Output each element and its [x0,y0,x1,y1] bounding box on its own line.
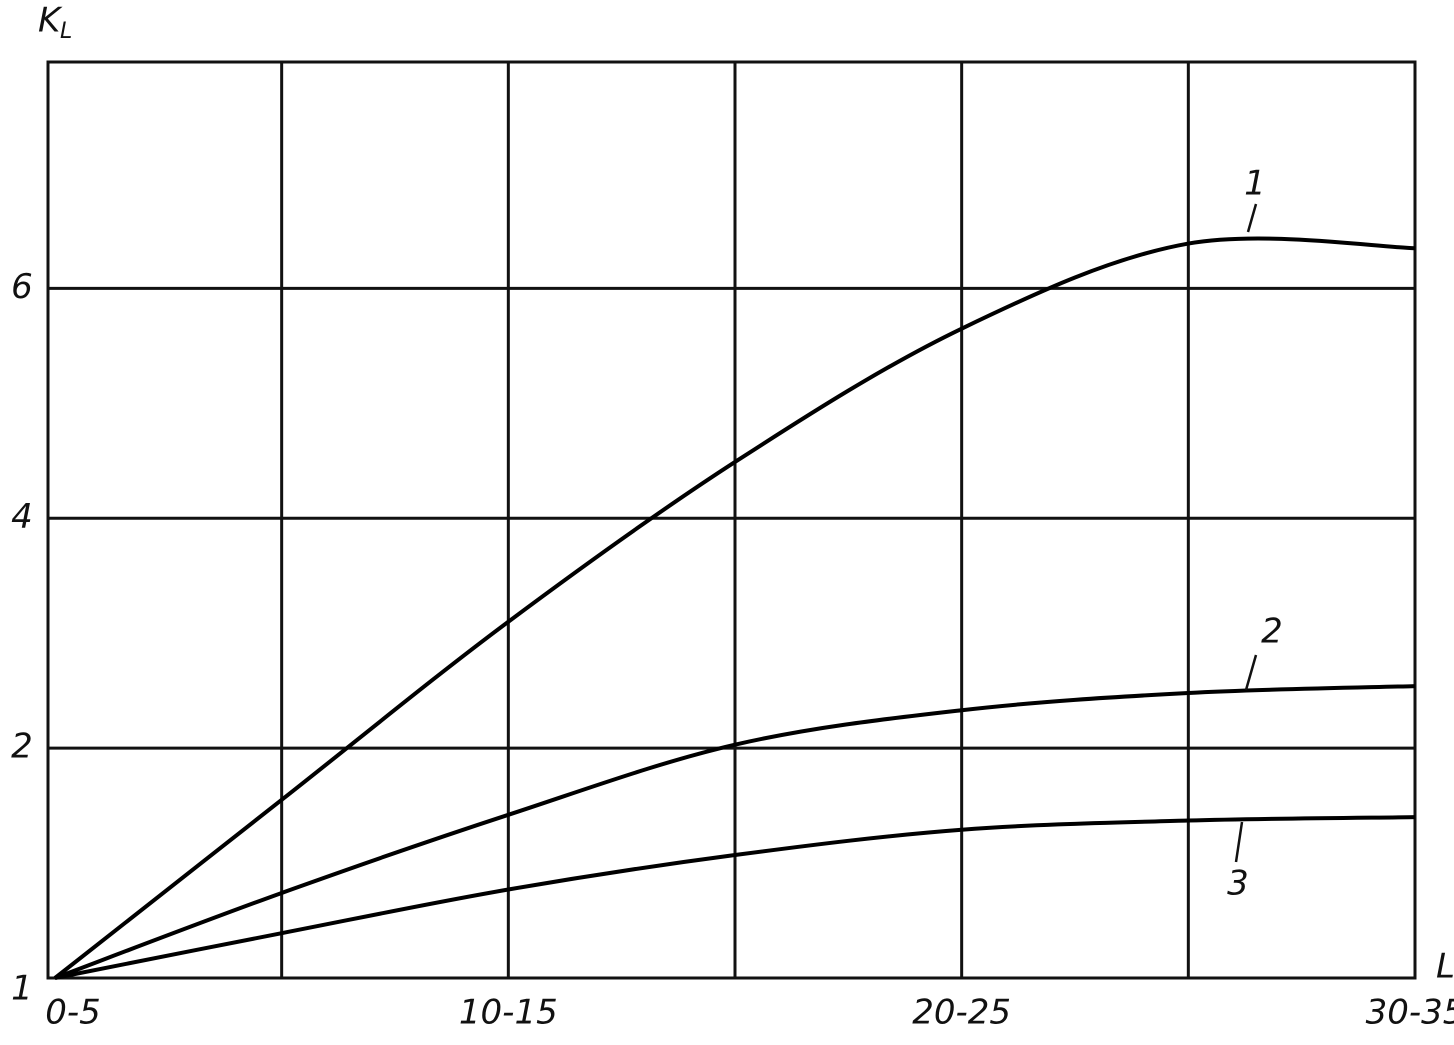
x-tick-label: 20-25 [912,993,1011,1033]
series-label: 3 [1227,864,1249,904]
y-tick-label: 4 [11,497,33,537]
label-leader [1234,821,1244,863]
x-tick-label: 30-35 [1366,993,1454,1033]
line-series [53,236,1416,980]
y-tick-label: 6 [11,267,33,307]
series-label: 2 [1261,612,1283,652]
label-leader [1246,203,1258,233]
y-axis-label: K [38,1,63,41]
series-label: 1 [1244,164,1266,204]
plot-frame [46,60,1417,980]
x-tick-label: 10-15 [459,993,558,1033]
x-axis-label: L [1436,947,1454,987]
y-tick-label: 1 [11,969,33,1009]
line-series [54,815,1416,980]
line-series [54,684,1416,980]
label-leader [1244,654,1258,691]
y-tick-label: 2 [11,727,33,767]
y-axis-label-subscript: L [60,19,72,44]
x-tick-label: 0-5 [45,993,101,1033]
